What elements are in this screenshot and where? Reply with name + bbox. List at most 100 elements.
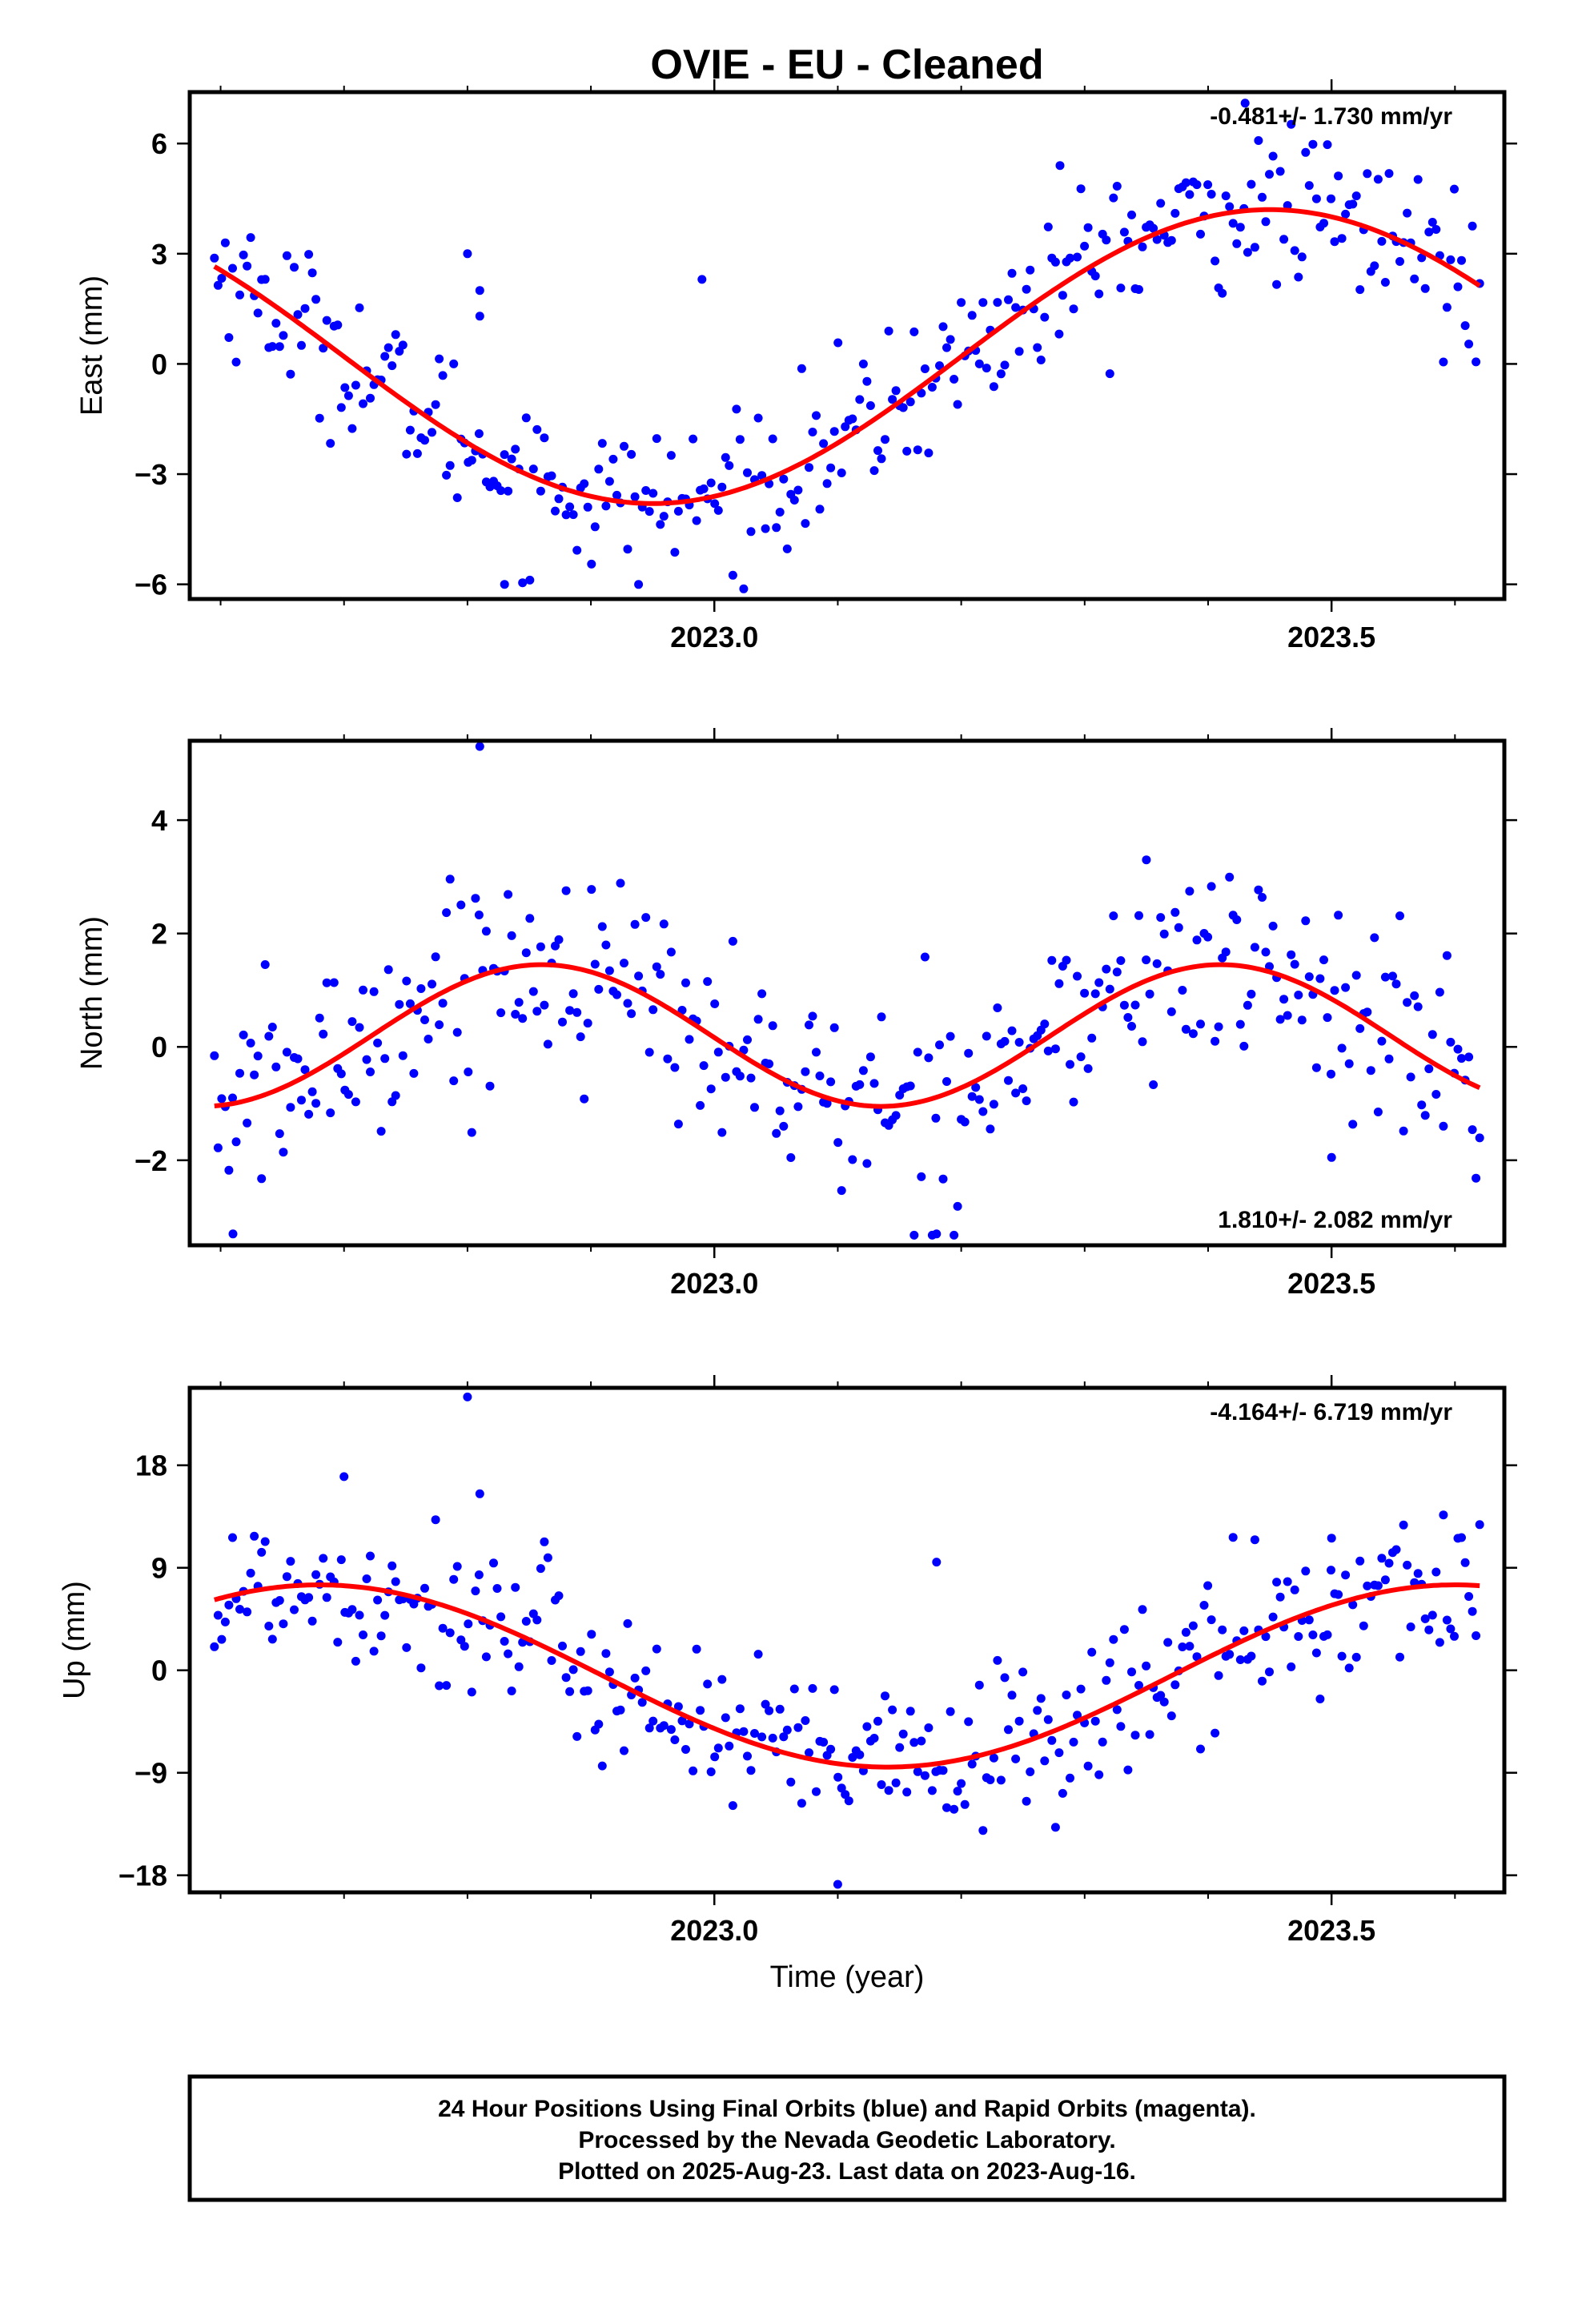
data-point: [1073, 252, 1082, 262]
x-tick-label: 2023.0: [670, 1267, 758, 1300]
data-point: [761, 1699, 770, 1709]
data-point: [1098, 1737, 1107, 1747]
data-point: [848, 1753, 857, 1762]
data-point: [551, 506, 560, 516]
data-point: [1228, 1533, 1238, 1542]
data-point: [355, 303, 364, 312]
data-point: [405, 999, 415, 1008]
data-point: [829, 1685, 839, 1695]
data-point: [946, 335, 955, 344]
data-point: [757, 1732, 767, 1742]
data-point: [267, 342, 277, 352]
data-point: [604, 966, 614, 975]
data-point: [1149, 223, 1158, 233]
data-point: [797, 1799, 806, 1808]
data-point: [1268, 1612, 1278, 1622]
data-point: [768, 434, 777, 444]
data-point: [420, 1583, 429, 1593]
data-point: [304, 250, 314, 259]
data-point: [1026, 1767, 1035, 1776]
data-point: [391, 1577, 400, 1586]
data-point: [525, 914, 535, 923]
y-tick-label: 3: [151, 238, 167, 271]
data-point: [1102, 235, 1111, 245]
data-point: [260, 275, 270, 284]
data-point: [1109, 193, 1118, 203]
data-points: [210, 742, 1484, 1240]
data-point: [1341, 209, 1351, 219]
data-point: [913, 1767, 922, 1776]
data-point: [978, 1107, 988, 1116]
data-point: [1370, 933, 1379, 943]
data-point: [974, 1680, 984, 1690]
data-point: [1427, 1610, 1437, 1620]
data-point: [1304, 972, 1314, 982]
data-point: [869, 1079, 879, 1088]
data-point: [518, 1014, 528, 1023]
data-point: [213, 1143, 223, 1152]
data-point: [326, 1108, 335, 1118]
data-point: [1040, 312, 1050, 322]
x-tick-label: 2023.5: [1287, 621, 1375, 653]
data-point: [1181, 1024, 1191, 1034]
data-point: [1287, 1662, 1296, 1671]
data-point: [366, 1068, 375, 1076]
data-point: [1069, 1097, 1078, 1107]
data-point: [373, 1595, 383, 1605]
data-point: [841, 422, 850, 432]
data-point: [623, 999, 632, 1008]
y-tick-label: −18: [118, 1860, 167, 1892]
data-point: [1268, 921, 1278, 931]
data-point: [1119, 227, 1129, 237]
data-point: [957, 1779, 966, 1788]
data-point: [1275, 1592, 1285, 1602]
data-point: [1076, 1052, 1086, 1062]
data-point: [1294, 991, 1303, 999]
data-point: [728, 936, 737, 946]
data-point: [917, 388, 926, 398]
data-point: [913, 1047, 922, 1057]
data-point: [1142, 855, 1151, 865]
data-point: [1283, 1577, 1292, 1586]
data-point: [826, 1077, 836, 1087]
data-point: [1384, 1558, 1394, 1568]
data-point: [471, 894, 480, 903]
data-point: [1166, 1711, 1176, 1721]
data-point: [1446, 1037, 1456, 1047]
data-point: [666, 1725, 676, 1735]
data-point: [481, 927, 491, 936]
data-point: [1112, 182, 1122, 191]
data-point: [905, 1707, 915, 1716]
data-point: [1424, 1625, 1434, 1634]
data-point: [279, 1148, 288, 1157]
data-point: [282, 251, 291, 260]
data-point: [1080, 988, 1090, 998]
data-point: [231, 1137, 241, 1147]
data-point: [1134, 285, 1143, 294]
plot-frame: [187, 1385, 1507, 1895]
footer-line-2: Processed by the Nevada Geodetic Laborat…: [578, 2127, 1115, 2153]
data-point: [514, 1662, 524, 1671]
data-point: [554, 494, 564, 504]
data-point: [217, 274, 227, 283]
data-point: [568, 1665, 578, 1675]
data-point: [902, 1787, 912, 1797]
data-point: [511, 1010, 520, 1019]
data-point: [1258, 893, 1267, 902]
up-panel: 2023.0 2023.5 −18 −9 0 9 18 Up (mm) Time (year) -…: [58, 1375, 1517, 1994]
data-point: [1460, 321, 1470, 331]
data-point: [833, 1880, 842, 1889]
data-point: [452, 1027, 462, 1037]
data-point: [369, 1647, 379, 1656]
data-point: [246, 233, 255, 243]
data-point: [1261, 217, 1271, 227]
data-point: [445, 875, 455, 884]
data-point: [428, 979, 436, 989]
data-point: [558, 1641, 567, 1651]
data-point: [528, 464, 538, 474]
data-point: [568, 989, 578, 999]
data-point: [1417, 253, 1427, 263]
data-point: [547, 471, 556, 480]
data-point: [347, 1017, 357, 1027]
data-point: [449, 1574, 459, 1584]
